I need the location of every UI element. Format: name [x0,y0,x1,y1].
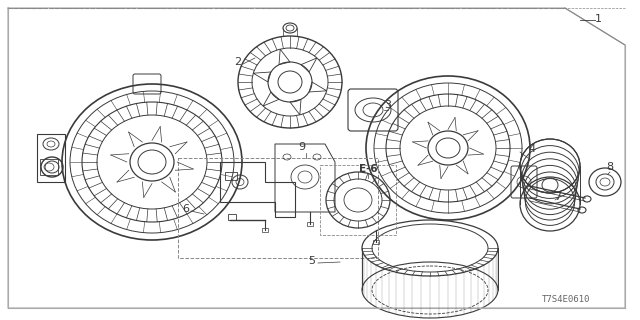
Bar [307,222,313,226]
Text: 2: 2 [234,57,241,67]
Bar [178,158,378,258]
Bar [40,159,58,175]
Bar [228,214,236,220]
Text: T7S4E0610: T7S4E0610 [542,295,590,304]
Text: 4: 4 [529,144,536,154]
Text: 8: 8 [607,162,614,172]
Text: E-6: E-6 [358,164,378,174]
Bar [225,172,237,180]
Bar [320,165,396,235]
Text: 1: 1 [595,14,602,24]
Bar [37,134,65,182]
Text: 7: 7 [554,192,561,202]
Text: 6: 6 [182,204,189,214]
Text: 3: 3 [385,100,392,110]
Text: 9: 9 [298,142,305,152]
Bar [262,228,268,232]
Text: 5: 5 [308,256,316,266]
Bar [373,240,379,244]
